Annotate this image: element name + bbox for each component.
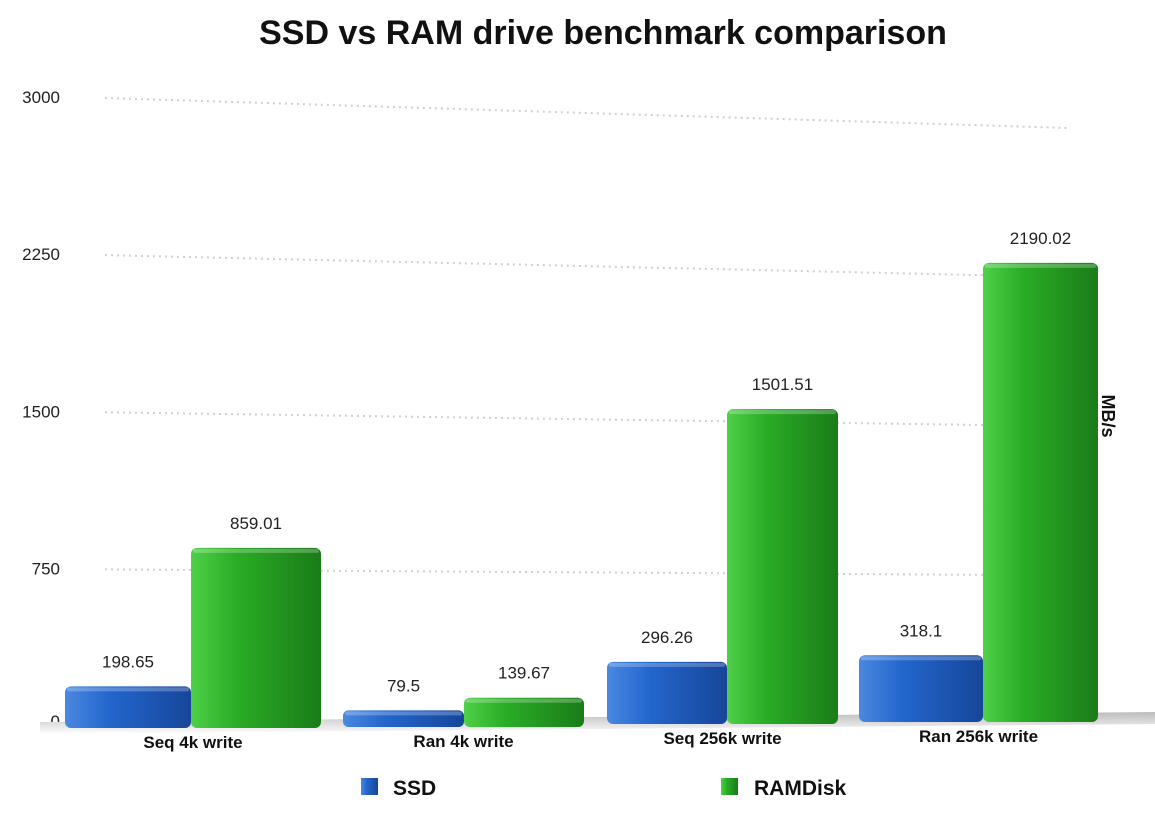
bar-body-ramdisk-3 — [727, 409, 838, 724]
gridline-3000 — [104, 97, 1069, 129]
bar-highlight — [861, 656, 981, 661]
bar-body-ssd-2 — [343, 710, 464, 727]
bar-highlight — [609, 662, 725, 667]
x-tick-label: Seq 256k write — [663, 729, 781, 748]
legend: SSD RAMDisk — [361, 777, 847, 800]
value-label-ramdisk-3: 1501.51 — [752, 375, 813, 394]
bar-ramdisk-1 — [191, 547, 321, 728]
bar-body-ramdisk-4 — [983, 262, 1098, 722]
legend-item-ramdisk: RAMDisk — [721, 777, 847, 800]
bar-body-ramdisk-1 — [191, 547, 321, 728]
legend-swatch-ramdisk — [721, 778, 738, 795]
value-label-ramdisk-4: 2190.02 — [1010, 229, 1071, 248]
y-tick-label: 1500 — [22, 402, 60, 421]
bar-body-ssd-1 — [65, 686, 191, 728]
y-tick-label: 0 — [51, 712, 60, 731]
bar-ssd-2 — [343, 710, 464, 727]
bar-body-ramdisk-2 — [464, 697, 584, 727]
bar-highlight — [729, 410, 836, 415]
x-tick-label: Ran 256k write — [919, 727, 1038, 746]
value-label-ramdisk-2: 139.67 — [498, 664, 550, 683]
legend-swatch-ssd — [361, 778, 378, 795]
bar-ramdisk-2 — [464, 697, 584, 727]
y-tick-label: 3000 — [22, 88, 60, 107]
y-axis-label: MB/s — [1098, 394, 1118, 437]
chart-title: SSD vs RAM drive benchmark comparison — [259, 14, 947, 52]
bar-highlight — [67, 687, 189, 692]
bar-body-ssd-3 — [607, 661, 727, 724]
x-axis-categories: Seq 4k write Ran 4k write Seq 256k write Ra… — [143, 727, 1038, 752]
x-tick-label: Seq 4k write — [143, 733, 242, 752]
legend-label-ramdisk: RAMDisk — [754, 777, 847, 800]
value-label-ramdisk-1: 859.01 — [230, 514, 282, 533]
x-tick-label: Ran 4k write — [413, 732, 513, 751]
bar-ssd-4 — [859, 655, 983, 722]
bar-body-ssd-4 — [859, 655, 983, 722]
legend-item-ssd: SSD — [361, 777, 436, 800]
bar-highlight — [345, 711, 462, 716]
legend-label-ssd: SSD — [393, 777, 436, 800]
value-label-ssd-1: 198.65 — [102, 652, 154, 671]
gridline-1500 — [104, 411, 1069, 428]
y-axis-ticks: 0 750 1500 2250 3000 — [22, 88, 60, 731]
bars — [65, 262, 1098, 728]
bar-ssd-3 — [607, 661, 727, 724]
value-label-ssd-4: 318.1 — [900, 621, 943, 640]
value-labels: 198.65 859.01 79.5 139.67 296.26 1501.51 318.1… — [102, 229, 1071, 696]
gridlines — [104, 97, 1069, 577]
bar-ramdisk-4 — [983, 262, 1098, 722]
y-tick-label: 750 — [32, 559, 60, 578]
gridline-750 — [104, 568, 1069, 577]
bar-ramdisk-3 — [727, 409, 838, 724]
gridline-2250 — [104, 254, 1069, 279]
value-label-ssd-3: 296.26 — [641, 628, 693, 647]
value-label-ssd-2: 79.5 — [387, 676, 420, 695]
bar-highlight — [985, 263, 1096, 268]
bar-highlight — [193, 548, 319, 553]
bar-ssd-1 — [65, 686, 191, 728]
bar-highlight — [466, 698, 582, 703]
y-tick-label: 2250 — [22, 245, 60, 264]
